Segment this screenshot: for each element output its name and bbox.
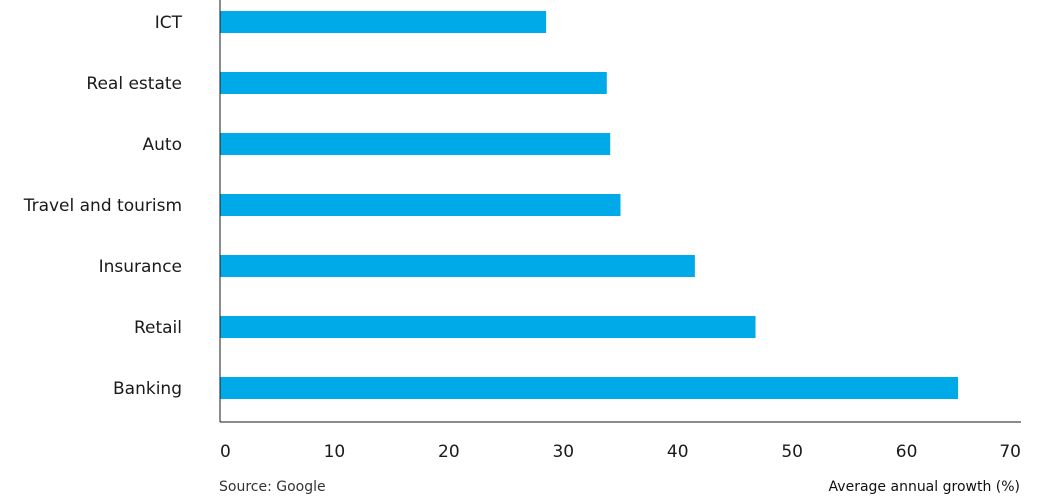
x-tick-label: 40 — [667, 442, 689, 462]
category-label: ICT — [155, 13, 183, 33]
category-label: Auto — [143, 135, 182, 155]
source-note: Source: Google — [219, 479, 326, 495]
category-label: Retail — [134, 318, 182, 338]
bar-ict — [220, 11, 547, 33]
x-axis-title: Average annual growth (%) — [828, 479, 1020, 495]
x-tick-label: 20 — [438, 442, 460, 462]
category-label: Real estate — [86, 74, 182, 94]
category-label: Insurance — [99, 257, 182, 277]
bar-travel-and-tourism — [220, 194, 621, 216]
x-tick-label: 0 — [220, 442, 231, 462]
bar-auto — [220, 133, 611, 155]
category-label: Travel and tourism — [23, 196, 182, 216]
bar-real-estate — [220, 72, 607, 94]
bar-insurance — [220, 255, 695, 277]
x-tick-label: 50 — [781, 442, 803, 462]
x-tick-label: 60 — [896, 442, 918, 462]
x-tick-label: 10 — [324, 442, 346, 462]
x-tick-label: 30 — [552, 442, 574, 462]
bar-banking — [220, 377, 959, 399]
category-label: Banking — [113, 379, 182, 399]
bar-retail — [220, 316, 756, 338]
x-tick-label: 70 — [999, 442, 1021, 462]
